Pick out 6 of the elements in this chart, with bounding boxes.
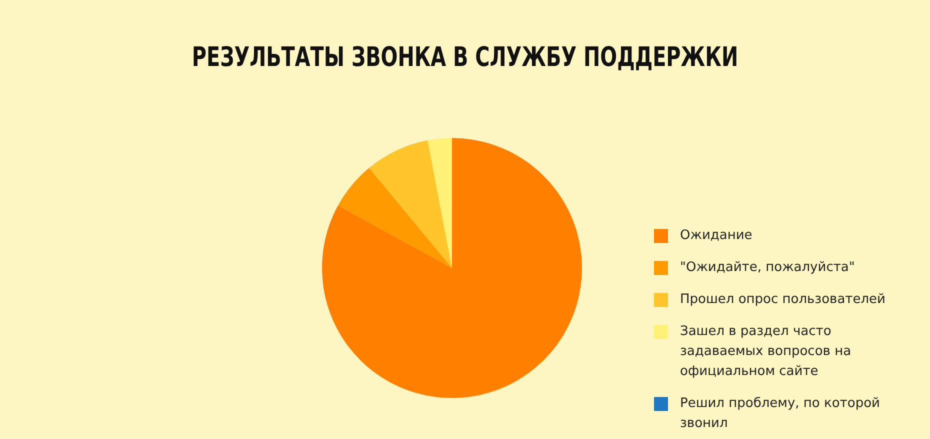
legend-label: Ожидание — [680, 227, 752, 245]
legend-label: Зашел в раздел часто задаваемых вопросов на официальном сайте — [680, 323, 852, 381]
legend-label: Решил проблему, по которой звонил — [680, 395, 881, 433]
chart-title: РЕЗУЛЬТАТЫ ЗВОНКА В СЛУЖБУ ПОДДЕРЖКИ — [190, 42, 740, 73]
legend-label: Прошел опрос пользователей — [680, 291, 886, 309]
legend-label: "Ожидайте, пожалуйста" — [680, 259, 855, 277]
